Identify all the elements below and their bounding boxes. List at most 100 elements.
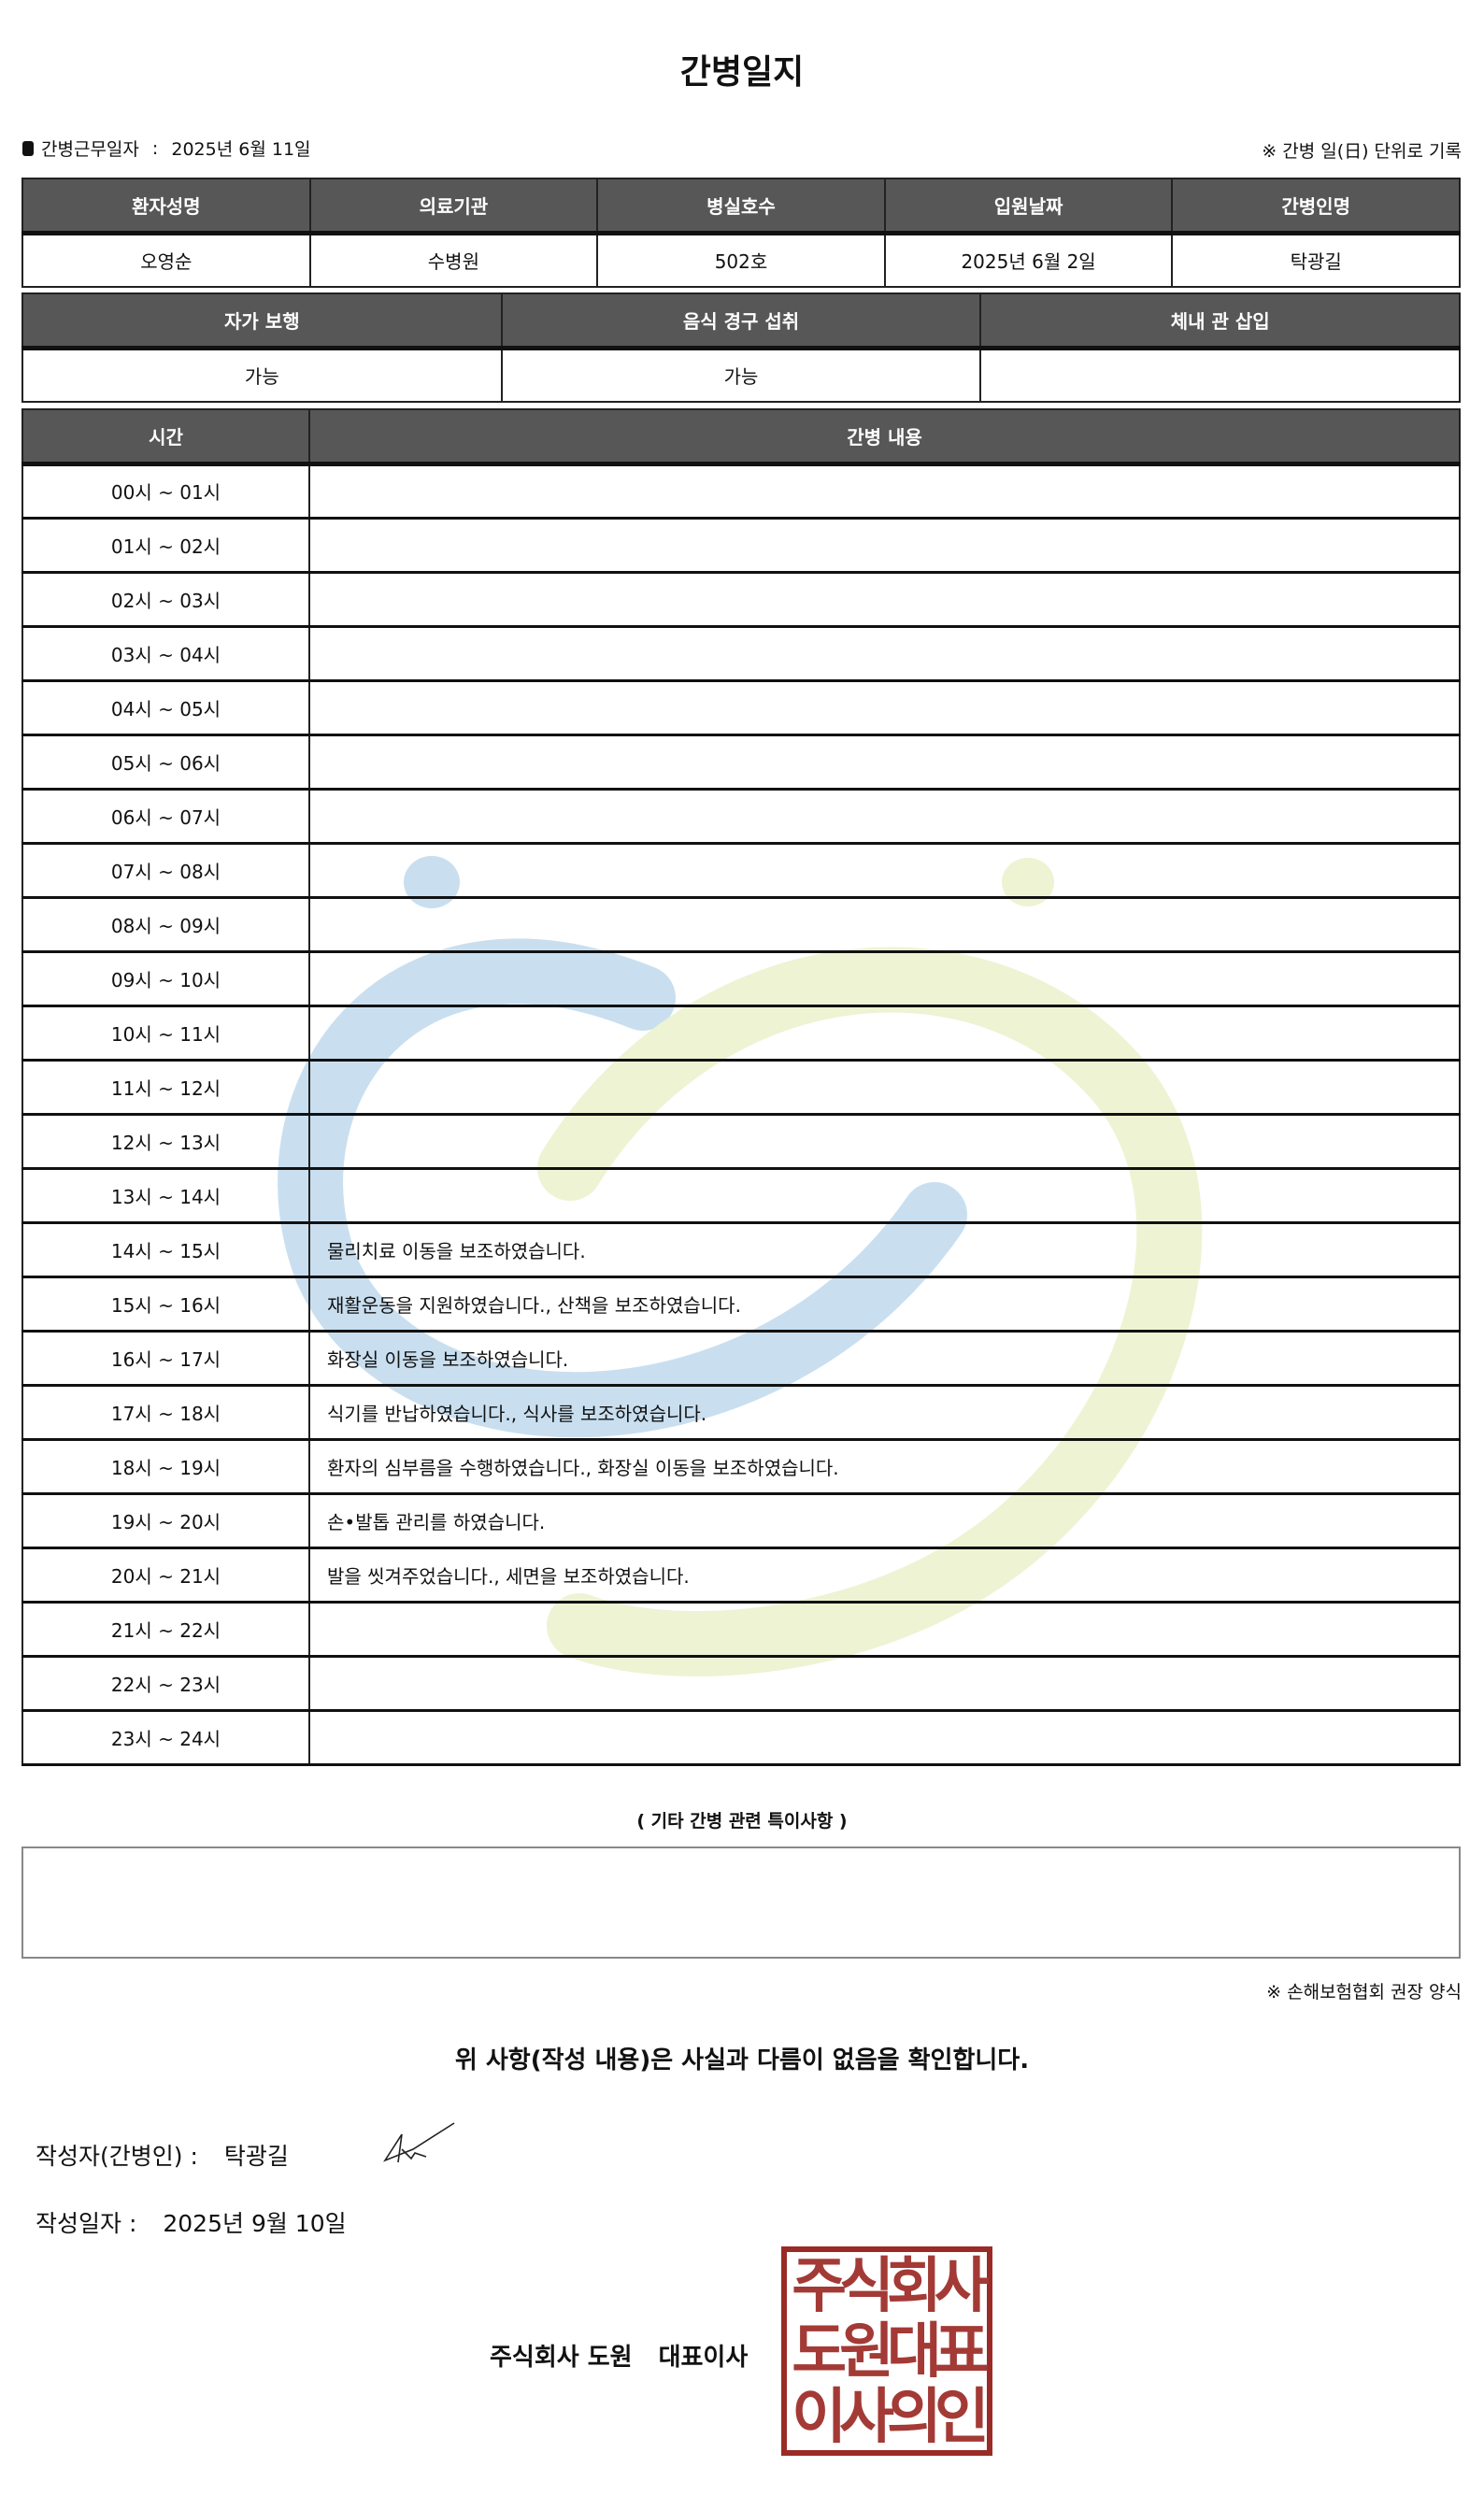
table-row: 19시 ~ 20시 손•발톱 관리를 하였습니다. (21, 1492, 1461, 1549)
time-slot: 08시 ~ 09시 (21, 896, 310, 953)
table-row: 20시 ~ 21시 발을 씻겨주었습니다., 세면을 보조하였습니다. (21, 1547, 1461, 1604)
table-row: 04시 ~ 05시 (21, 679, 1461, 736)
time-slot: 23시 ~ 24시 (21, 1709, 310, 1766)
patient-status-table: 자가 보행 음식 경구 섭취 체내 관 삽입 가능 가능 (21, 292, 1461, 403)
care-content[interactable] (308, 1059, 1461, 1116)
header-walking: 자가 보행 (21, 292, 503, 350)
record-note: ※ 간병 일(日) 단위로 기록 (1262, 141, 1462, 162)
care-content[interactable] (308, 1709, 1461, 1766)
write-date-line: 작성일자 : 2025년 9월 10일 (36, 2205, 373, 2239)
table-row: 06시 ~ 07시 (21, 788, 1461, 845)
table-row: 11시 ~ 12시 (21, 1059, 1461, 1116)
table-row: 08시 ~ 09시 (21, 896, 1461, 953)
care-content[interactable]: 식기를 반납하였습니다., 식사를 보조하였습니다. (308, 1384, 1461, 1441)
care-content[interactable] (308, 896, 1461, 953)
table-header-row: 시간 간병 내용 (21, 408, 1461, 466)
time-slot: 18시 ~ 19시 (21, 1438, 310, 1495)
admission-date: 2025년 6월 2일 (883, 232, 1174, 288)
table-row: 18시 ~ 19시 환자의 심부름을 수행하였습니다., 화장실 이동을 보조하였… (21, 1438, 1461, 1495)
form-note: ※ 손해보험협회 권장 양식 (1266, 1982, 1462, 2003)
time-slot: 10시 ~ 11시 (21, 1005, 310, 1062)
table-row: 12시 ~ 13시 (21, 1113, 1461, 1170)
table-row: 14시 ~ 15시 물리치료 이동을 보조하였습니다. (21, 1221, 1461, 1278)
other-notes-field[interactable] (21, 1846, 1461, 1959)
care-content[interactable] (308, 517, 1461, 574)
care-content[interactable]: 발을 씻겨주었습니다., 세면을 보조하였습니다. (308, 1547, 1461, 1604)
company-name: 주식회사 도원 (490, 2344, 633, 2372)
care-content[interactable]: 재활운동을 지원하였습니다., 산책을 보조하였습니다. (308, 1276, 1461, 1333)
time-slot: 13시 ~ 14시 (21, 1167, 310, 1224)
care-content[interactable] (308, 625, 1461, 682)
care-content[interactable] (308, 950, 1461, 1007)
caregiver: 탁광길 (1171, 232, 1461, 288)
table-row: 16시 ~ 17시 화장실 이동을 보조하였습니다. (21, 1330, 1461, 1387)
table-row: 오영순 수병원 502호 2025년 6월 2일 탁광길 (21, 232, 1461, 288)
time-slot: 16시 ~ 17시 (21, 1330, 310, 1387)
hospital: 수병원 (308, 232, 599, 288)
time-slot: 05시 ~ 06시 (21, 734, 310, 791)
stamp-row: 주식회사 (792, 2252, 990, 2321)
writer-line: 작성자(간병인) : 탁광길 (36, 2138, 315, 2172)
care-log-table: 시간 간병 내용 00시 ~ 01시 01시 ~ 02시 02시 ~ 03시 03시 … (21, 408, 1461, 1766)
care-content[interactable]: 환자의 심부름을 수행하였습니다., 화장실 이동을 보조하였습니다. (308, 1438, 1461, 1495)
table-row: 15시 ~ 16시 재활운동을 지원하였습니다., 산책을 보조하였습니다. (21, 1276, 1461, 1333)
write-date: 2025년 9월 10일 (163, 2210, 347, 2237)
care-content[interactable] (308, 1601, 1461, 1658)
care-content[interactable] (308, 571, 1461, 628)
bullet-square-icon (22, 140, 34, 156)
walking: 가능 (21, 347, 503, 403)
care-content[interactable]: 화장실 이동을 보조하였습니다. (308, 1330, 1461, 1387)
care-content[interactable] (308, 679, 1461, 736)
stamp-row: 도원대표 (792, 2317, 990, 2387)
time-slot: 11시 ~ 12시 (21, 1059, 310, 1116)
header-oral-intake: 음식 경구 섭취 (500, 292, 982, 350)
time-slot: 01시 ~ 02시 (21, 517, 310, 574)
care-content[interactable] (308, 463, 1461, 520)
time-slot: 19시 ~ 20시 (21, 1492, 310, 1549)
time-slot: 07시 ~ 08시 (21, 842, 310, 899)
care-content[interactable] (308, 1113, 1461, 1170)
table-row: 10시 ~ 11시 (21, 1005, 1461, 1062)
header-time: 시간 (21, 408, 310, 466)
care-content[interactable] (308, 734, 1461, 791)
care-content[interactable] (308, 842, 1461, 899)
writer-name: 탁광길 (223, 2143, 289, 2170)
care-content[interactable] (308, 1167, 1461, 1224)
patient-info-table: 환자성명 의료기관 병실호수 입원날짜 간병인명 오영순 수병원 502호 20… (21, 178, 1461, 288)
table-row: 가능 가능 (21, 347, 1461, 403)
table-row: 07시 ~ 08시 (21, 842, 1461, 899)
time-slot: 04시 ~ 05시 (21, 679, 310, 736)
table-row: 03시 ~ 04시 (21, 625, 1461, 682)
other-notes-label: ( 기타 간병 관련 특이사항 ) (636, 1811, 848, 1832)
table-row: 09시 ~ 10시 (21, 950, 1461, 1007)
time-slot: 17시 ~ 18시 (21, 1384, 310, 1441)
care-content[interactable]: 물리치료 이동을 보조하였습니다. (308, 1221, 1461, 1278)
work-date-value: 2025년 6월 11일 (171, 139, 311, 160)
time-slot: 21시 ~ 22시 (21, 1601, 310, 1658)
time-slot: 12시 ~ 13시 (21, 1113, 310, 1170)
time-slot: 14시 ~ 15시 (21, 1221, 310, 1278)
signature (383, 2122, 455, 2163)
time-slot: 06시 ~ 07시 (21, 788, 310, 845)
care-content[interactable] (308, 1005, 1461, 1062)
confirm-statement: 위 사항(작성 내용)은 사실과 다름이 없음을 확인합니다. (454, 2046, 1030, 2074)
table-row: 13시 ~ 14시 (21, 1167, 1461, 1224)
table-row: 23시 ~ 24시 (21, 1709, 1461, 1766)
care-content[interactable]: 손•발톱 관리를 하였습니다. (308, 1492, 1461, 1549)
table-row: 21시 ~ 22시 (21, 1601, 1461, 1658)
care-content[interactable] (308, 1655, 1461, 1712)
header-care-content: 간병 내용 (308, 408, 1461, 466)
header-tube: 체내 관 삽입 (979, 292, 1461, 350)
care-content[interactable] (308, 788, 1461, 845)
ceo-title: 대표이사 (658, 2344, 749, 2372)
patient-name: 오영순 (21, 232, 311, 288)
header-caregiver: 간병인명 (1171, 178, 1461, 235)
work-date-info: 간병근무일자 : 2025년 6월 11일 (22, 135, 311, 161)
time-slot: 03시 ~ 04시 (21, 625, 310, 682)
oral-intake: 가능 (500, 347, 982, 403)
table-row: 02시 ~ 03시 (21, 571, 1461, 628)
write-date-label: 작성일자 : (36, 2210, 137, 2237)
time-slot: 15시 ~ 16시 (21, 1276, 310, 1333)
colon: : (146, 137, 164, 159)
writer-label: 작성자(간병인) : (36, 2143, 198, 2170)
